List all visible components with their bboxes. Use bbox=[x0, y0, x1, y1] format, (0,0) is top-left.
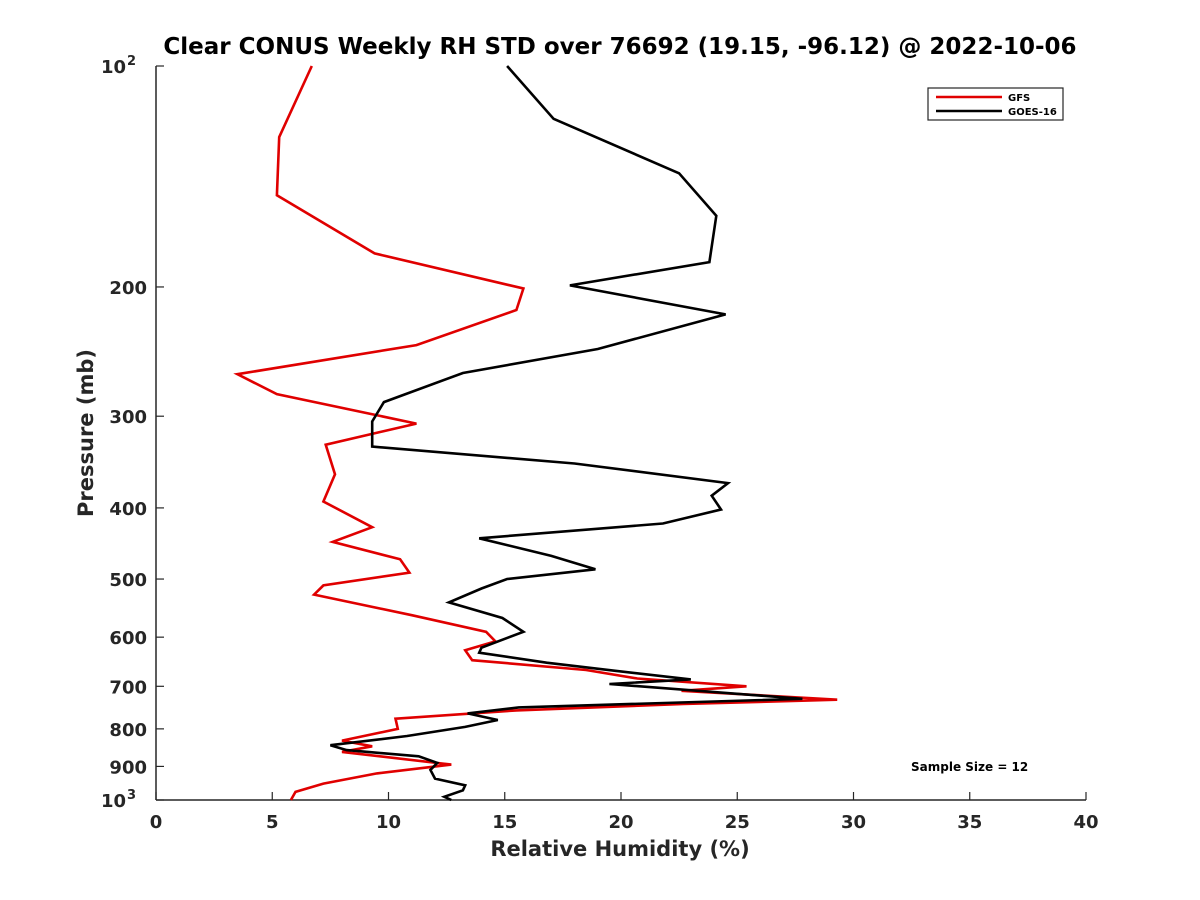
series-group bbox=[233, 65, 838, 802]
y-tick-label: 200 bbox=[109, 278, 147, 299]
y-tick-label: 500 bbox=[109, 570, 147, 591]
y-tick-exponent: 2 bbox=[127, 54, 136, 69]
legend-box bbox=[927, 87, 1064, 121]
x-tick-label: 25 bbox=[725, 812, 750, 833]
y-tick-label: 800 bbox=[109, 720, 147, 741]
y-tick-exponent: 3 bbox=[127, 788, 136, 803]
x-tick-label: 15 bbox=[492, 812, 517, 833]
legend-label-goes16: GOES-16 bbox=[1008, 107, 1057, 118]
series-line-goes16 bbox=[330, 65, 803, 802]
y-tick-label: 300 bbox=[109, 407, 147, 428]
x-tick-label: 0 bbox=[150, 812, 163, 833]
y-axis-label: Pressure (mb) bbox=[74, 349, 98, 517]
y-tick-label: 600 bbox=[109, 628, 147, 649]
chart-title: Clear CONUS Weekly RH STD over 76692 (19… bbox=[163, 34, 1076, 60]
axes bbox=[155, 66, 1086, 801]
y-tick-label: 10 bbox=[101, 791, 126, 812]
x-tick-label: 30 bbox=[841, 812, 866, 833]
legend-label-gfs: GFS bbox=[1008, 93, 1030, 104]
y-tick-label: 900 bbox=[109, 757, 147, 778]
series-line-gfs bbox=[233, 65, 838, 801]
x-tick-label: 5 bbox=[266, 812, 279, 833]
x-tick-label: 35 bbox=[957, 812, 982, 833]
x-axis-label: Relative Humidity (%) bbox=[490, 837, 749, 861]
x-tick-label: 10 bbox=[376, 812, 401, 833]
x-tick-label: 20 bbox=[608, 812, 633, 833]
x-tick-label: 40 bbox=[1073, 812, 1098, 833]
y-tick-label: 10 bbox=[101, 57, 126, 78]
y-tick-label: 700 bbox=[109, 677, 147, 698]
y-tick-label: 400 bbox=[109, 499, 147, 520]
sample-size-annotation: Sample Size = 12 bbox=[911, 760, 1028, 774]
legend: GFS GOES-16 bbox=[927, 87, 1064, 121]
